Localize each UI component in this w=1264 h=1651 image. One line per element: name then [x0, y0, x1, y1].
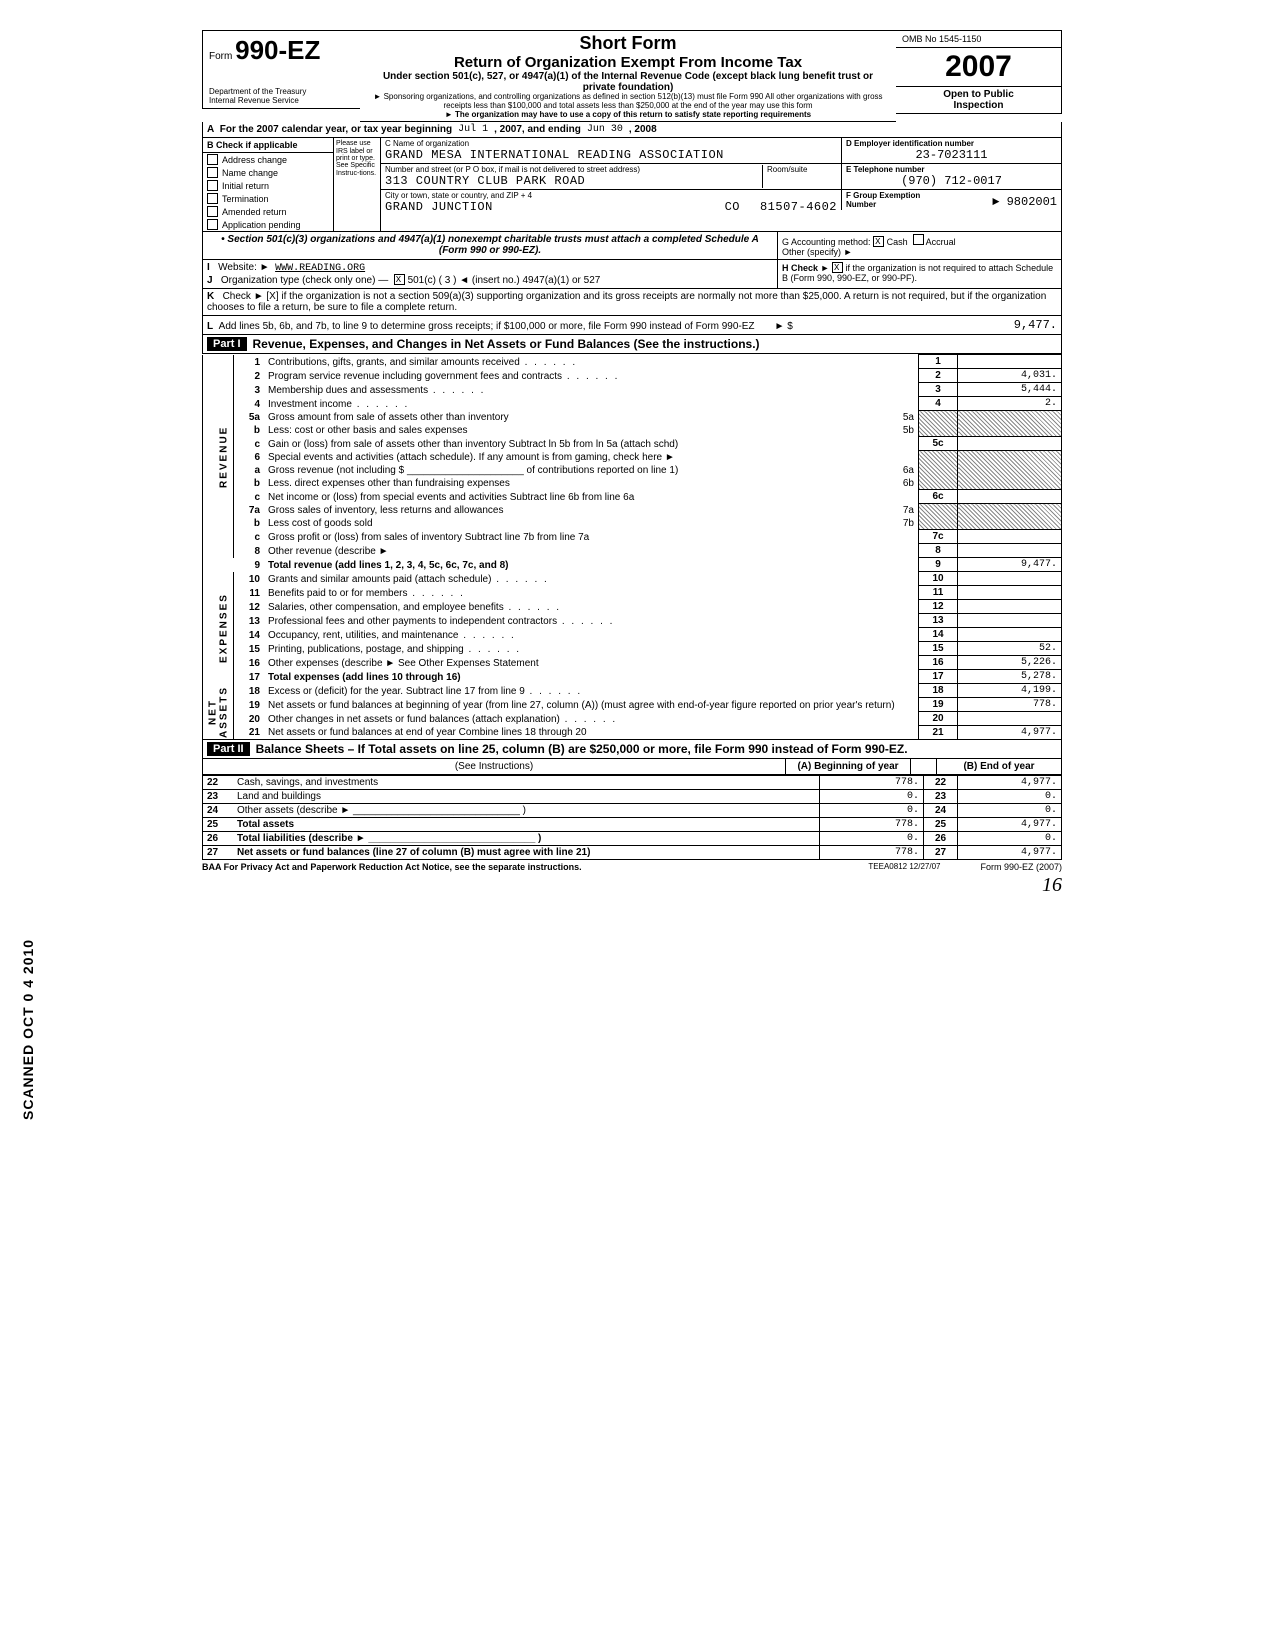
row-K: K Check ► [X] if the organization is not… — [202, 289, 1062, 316]
form-number-box: Form 990-EZ Department of the Treasury I… — [202, 30, 360, 109]
footer: BAA For Privacy Act and Paperwork Reduct… — [202, 860, 1062, 874]
row-G: G Accounting method: Cash Accrual Other … — [777, 232, 1061, 259]
dept-label: Department of the Treasury Internal Reve… — [209, 88, 354, 106]
year-box: OMB No 1545-1150 2007 Open to Public Ins… — [896, 30, 1062, 114]
part2-header: Part IIBalance Sheets – If Total assets … — [202, 740, 1062, 759]
row-H: H Check ► if the organization is not req… — [777, 260, 1061, 288]
col-C: C Name of organizationGRAND MESA INTERNA… — [381, 138, 841, 231]
title-box: Short Form Return of Organization Exempt… — [360, 30, 896, 122]
scanned-stamp: SCANNED OCT 0 4 2010 — [20, 939, 36, 1120]
col-DEF: D Employer identification number23-70231… — [841, 138, 1061, 231]
col-B-note: Please use IRS label or print or type. S… — [334, 138, 381, 231]
page-number: 16 — [202, 874, 1062, 897]
part1-header: Part IRevenue, Expenses, and Changes in … — [202, 335, 1062, 354]
col-B: B Check if applicable Address change Nam… — [203, 138, 334, 231]
bs-col-headers: (See Instructions) (A) Beginning of year… — [202, 759, 1062, 775]
balance-sheet: 22Cash, savings, and investments778.224,… — [202, 775, 1062, 860]
part1-table: REVENUE 1Contributions, gifts, grants, a… — [202, 354, 1062, 740]
row-L: L Add lines 5b, 6b, and 7b, to line 9 to… — [202, 316, 1062, 335]
row-A: A For the 2007 calendar year, or tax yea… — [202, 122, 1062, 138]
section-501-note: • Section 501(c)(3) organizations and 49… — [203, 232, 777, 259]
